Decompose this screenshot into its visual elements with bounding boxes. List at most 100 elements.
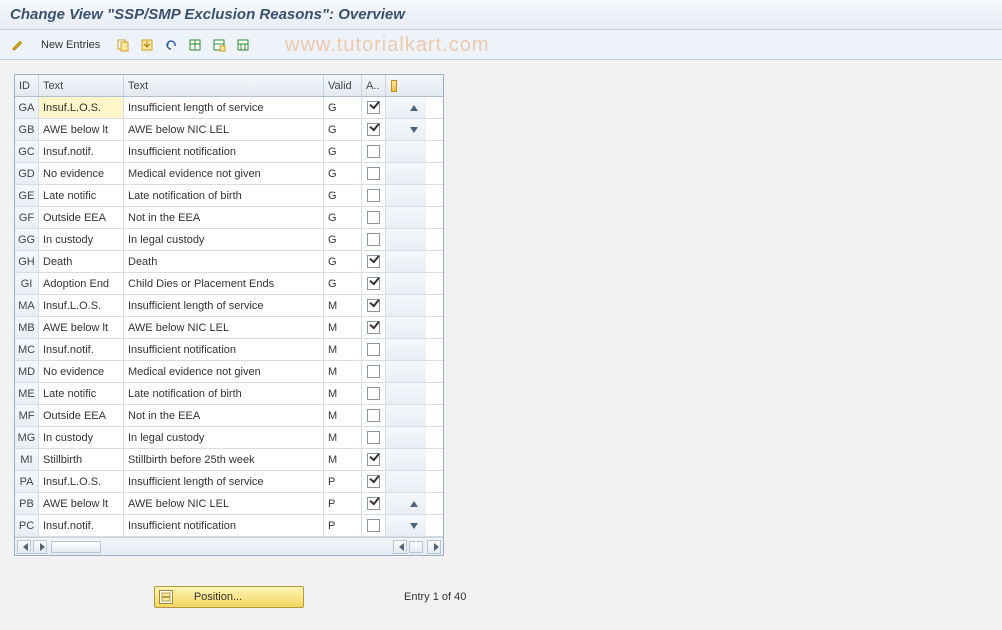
checkbox-icon[interactable] <box>367 453 380 466</box>
cell-id[interactable]: MB <box>15 317 39 338</box>
scroll-track[interactable] <box>402 449 426 470</box>
cell-text1[interactable]: AWE below lt <box>39 119 124 140</box>
cell-id[interactable]: MA <box>15 295 39 316</box>
scroll-down-button-bottom[interactable] <box>402 515 426 536</box>
cell-id[interactable]: GH <box>15 251 39 272</box>
cell-text2[interactable]: Insufficient notification <box>124 141 324 162</box>
cell-text1[interactable]: AWE below lt <box>39 317 124 338</box>
cell-valid[interactable]: M <box>324 449 362 470</box>
checkbox-icon[interactable] <box>367 431 380 444</box>
checkbox-icon[interactable] <box>367 497 380 510</box>
checkbox-icon[interactable] <box>367 475 380 488</box>
scroll-track[interactable] <box>402 207 426 228</box>
cell-text2[interactable]: Not in the EEA <box>124 405 324 426</box>
col-header-text1[interactable]: Text <box>39 75 124 96</box>
scroll-track[interactable] <box>402 163 426 184</box>
checkbox-icon[interactable] <box>367 101 380 114</box>
checkbox-icon[interactable] <box>367 299 380 312</box>
cell-text1[interactable]: Stillbirth <box>39 449 124 470</box>
scroll-thumb-left[interactable] <box>51 541 101 553</box>
cell-valid[interactable]: M <box>324 339 362 360</box>
scroll-track[interactable] <box>402 273 426 294</box>
table-row[interactable]: MAInsuf.L.O.S.Insufficient length of ser… <box>15 295 443 317</box>
cell-checkbox[interactable] <box>362 273 386 294</box>
table-row[interactable]: GDNo evidenceMedical evidence not givenG <box>15 163 443 185</box>
cell-text1[interactable]: Insuf.notif. <box>39 339 124 360</box>
table-row[interactable]: GBAWE below ltAWE below NIC LELG <box>15 119 443 141</box>
cell-id[interactable]: PA <box>15 471 39 492</box>
scroll-thumb-right[interactable] <box>409 541 423 553</box>
cell-text2[interactable]: In legal custody <box>124 427 324 448</box>
cell-text1[interactable]: In custody <box>39 229 124 250</box>
checkbox-icon[interactable] <box>367 167 380 180</box>
scroll-left-button-2[interactable] <box>393 540 407 554</box>
checkbox-icon[interactable] <box>367 387 380 400</box>
cell-text1[interactable]: Insuf.notif. <box>39 515 124 536</box>
scroll-track[interactable] <box>402 405 426 426</box>
cell-text2[interactable]: Insufficient notification <box>124 339 324 360</box>
cell-checkbox[interactable] <box>362 515 386 536</box>
scroll-track[interactable] <box>402 317 426 338</box>
cell-text2[interactable]: AWE below NIC LEL <box>124 119 324 140</box>
new-entries-button[interactable]: New Entries <box>32 36 109 54</box>
scroll-right-button-2[interactable] <box>427 540 441 554</box>
cell-text1[interactable]: Outside EEA <box>39 405 124 426</box>
cell-checkbox[interactable] <box>362 427 386 448</box>
cell-text2[interactable]: Late notification of birth <box>124 383 324 404</box>
cell-checkbox[interactable] <box>362 97 386 118</box>
table-row[interactable]: MDNo evidenceMedical evidence not givenM <box>15 361 443 383</box>
copy-icon[interactable] <box>113 35 133 55</box>
cell-text1[interactable]: No evidence <box>39 163 124 184</box>
checkbox-icon[interactable] <box>367 365 380 378</box>
export-icon[interactable] <box>137 35 157 55</box>
checkbox-icon[interactable] <box>367 211 380 224</box>
cell-text2[interactable]: Late notification of birth <box>124 185 324 206</box>
col-header-valid[interactable]: Valid <box>324 75 362 96</box>
scroll-up-button-bottom[interactable] <box>402 493 426 514</box>
cell-valid[interactable]: G <box>324 97 362 118</box>
cell-checkbox[interactable] <box>362 207 386 228</box>
cell-text2[interactable]: In legal custody <box>124 229 324 250</box>
cell-text1[interactable]: AWE below lt <box>39 493 124 514</box>
table-row[interactable]: PAInsuf.L.O.S.Insufficient length of ser… <box>15 471 443 493</box>
cell-text2[interactable]: Stillbirth before 25th week <box>124 449 324 470</box>
cell-text2[interactable]: Insufficient length of service <box>124 295 324 316</box>
table-row[interactable]: GGIn custodyIn legal custodyG <box>15 229 443 251</box>
cell-text1[interactable]: Late notific <box>39 383 124 404</box>
edit-icon[interactable] <box>8 35 28 55</box>
cell-valid[interactable]: M <box>324 427 362 448</box>
scroll-track[interactable] <box>402 185 426 206</box>
cell-valid[interactable]: G <box>324 141 362 162</box>
table-icon[interactable] <box>185 35 205 55</box>
cell-text2[interactable]: AWE below NIC LEL <box>124 317 324 338</box>
cell-id[interactable]: GG <box>15 229 39 250</box>
table-add-icon[interactable] <box>209 35 229 55</box>
scroll-right-button[interactable] <box>33 540 47 554</box>
position-button[interactable]: Position... <box>154 586 304 608</box>
cell-text1[interactable]: Insuf.L.O.S. <box>39 97 124 118</box>
cell-checkbox[interactable] <box>362 361 386 382</box>
cell-id[interactable]: PB <box>15 493 39 514</box>
cell-valid[interactable]: M <box>324 383 362 404</box>
cell-valid[interactable]: G <box>324 185 362 206</box>
table-row[interactable]: GELate notificLate notification of birth… <box>15 185 443 207</box>
checkbox-icon[interactable] <box>367 409 380 422</box>
checkbox-icon[interactable] <box>367 519 380 532</box>
cell-id[interactable]: GA <box>15 97 39 118</box>
col-header-text2[interactable]: Text <box>124 75 324 96</box>
cell-text2[interactable]: Insufficient length of service <box>124 97 324 118</box>
table-row[interactable]: MCInsuf.notif.Insufficient notificationM <box>15 339 443 361</box>
cell-valid[interactable]: G <box>324 163 362 184</box>
col-header-a[interactable]: A.. <box>362 75 386 96</box>
cell-checkbox[interactable] <box>362 471 386 492</box>
cell-valid[interactable]: P <box>324 471 362 492</box>
cell-id[interactable]: GI <box>15 273 39 294</box>
cell-text1[interactable]: Insuf.L.O.S. <box>39 471 124 492</box>
cell-valid[interactable]: P <box>324 515 362 536</box>
table-row[interactable]: GHDeathDeathG <box>15 251 443 273</box>
cell-id[interactable]: GC <box>15 141 39 162</box>
cell-id[interactable]: MG <box>15 427 39 448</box>
table-row[interactable]: GCInsuf.notif.Insufficient notificationG <box>15 141 443 163</box>
cell-id[interactable]: GB <box>15 119 39 140</box>
cell-text2[interactable]: Insufficient notification <box>124 515 324 536</box>
